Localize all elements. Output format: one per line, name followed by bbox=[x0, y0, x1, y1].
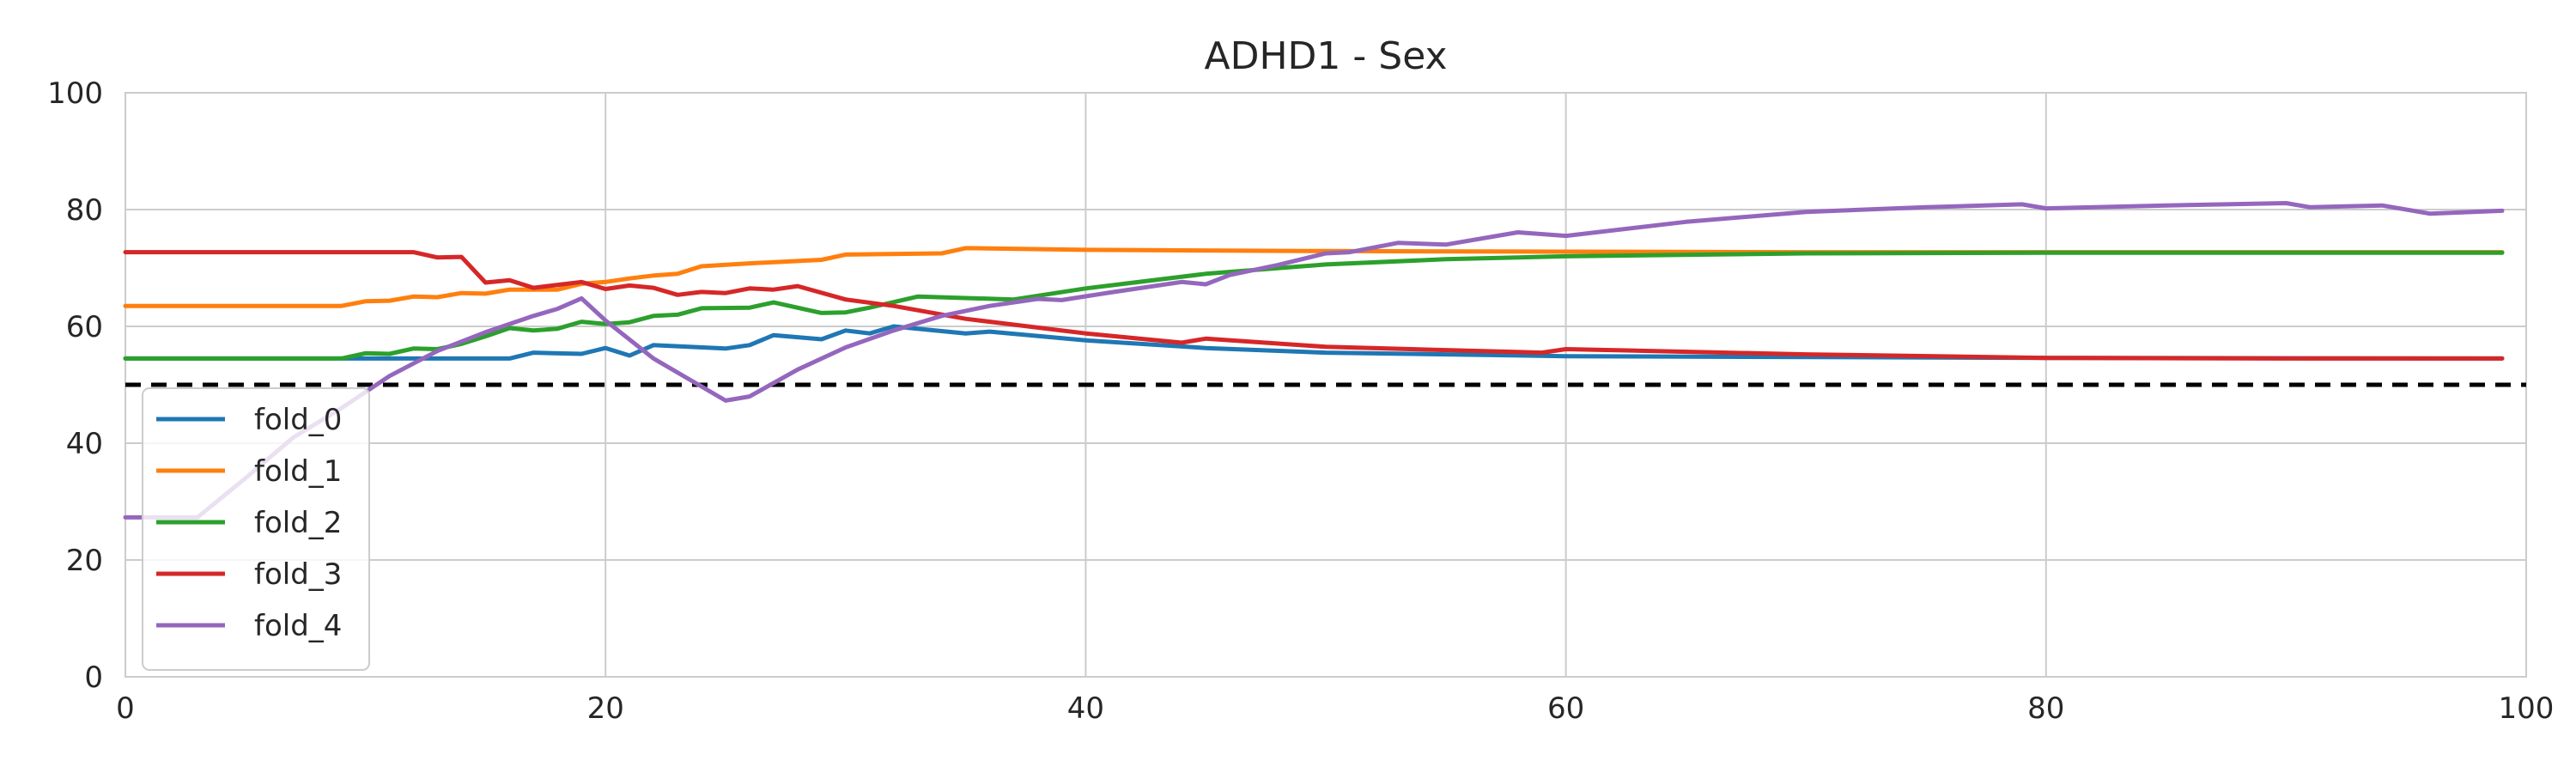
x-tick-label: 60 bbox=[1547, 691, 1584, 726]
legend-label: fold_3 bbox=[254, 557, 342, 592]
x-tick-label: 80 bbox=[2027, 691, 2064, 726]
y-tick-label: 60 bbox=[66, 310, 103, 344]
series-group bbox=[123, 201, 2505, 520]
x-tick-label: 40 bbox=[1067, 691, 1104, 726]
series-line-fold-4 bbox=[123, 201, 2505, 520]
x-tick-label: 0 bbox=[116, 691, 135, 726]
series-line-fold-1 bbox=[123, 246, 2505, 308]
x-tick-label: 20 bbox=[587, 691, 624, 726]
y-tick-label: 0 bbox=[84, 660, 103, 695]
y-tick-label: 40 bbox=[66, 427, 103, 461]
series-line-fold-0 bbox=[123, 324, 2505, 361]
legend-label: fold_0 bbox=[254, 403, 342, 437]
chart-title: ADHD1 - Sex bbox=[1204, 34, 1447, 78]
legend-label: fold_4 bbox=[254, 609, 342, 643]
y-tick-label: 80 bbox=[66, 193, 103, 228]
legend-box bbox=[142, 387, 370, 671]
x-tick-label: 100 bbox=[2499, 691, 2555, 726]
legend-label: fold_2 bbox=[254, 506, 342, 540]
legend-label: fold_1 bbox=[254, 454, 342, 489]
tick-labels: 0 20 40 60 80 100 0 20 40 60 80 100 bbox=[47, 76, 2554, 726]
series-line-fold-2 bbox=[123, 250, 2505, 361]
y-tick-label: 100 bbox=[47, 76, 103, 111]
y-tick-label: 20 bbox=[66, 544, 103, 578]
series-line-fold-3 bbox=[123, 250, 2505, 361]
legend: fold_0 fold_1 fold_2 fold_3 fold_4 bbox=[142, 387, 370, 671]
